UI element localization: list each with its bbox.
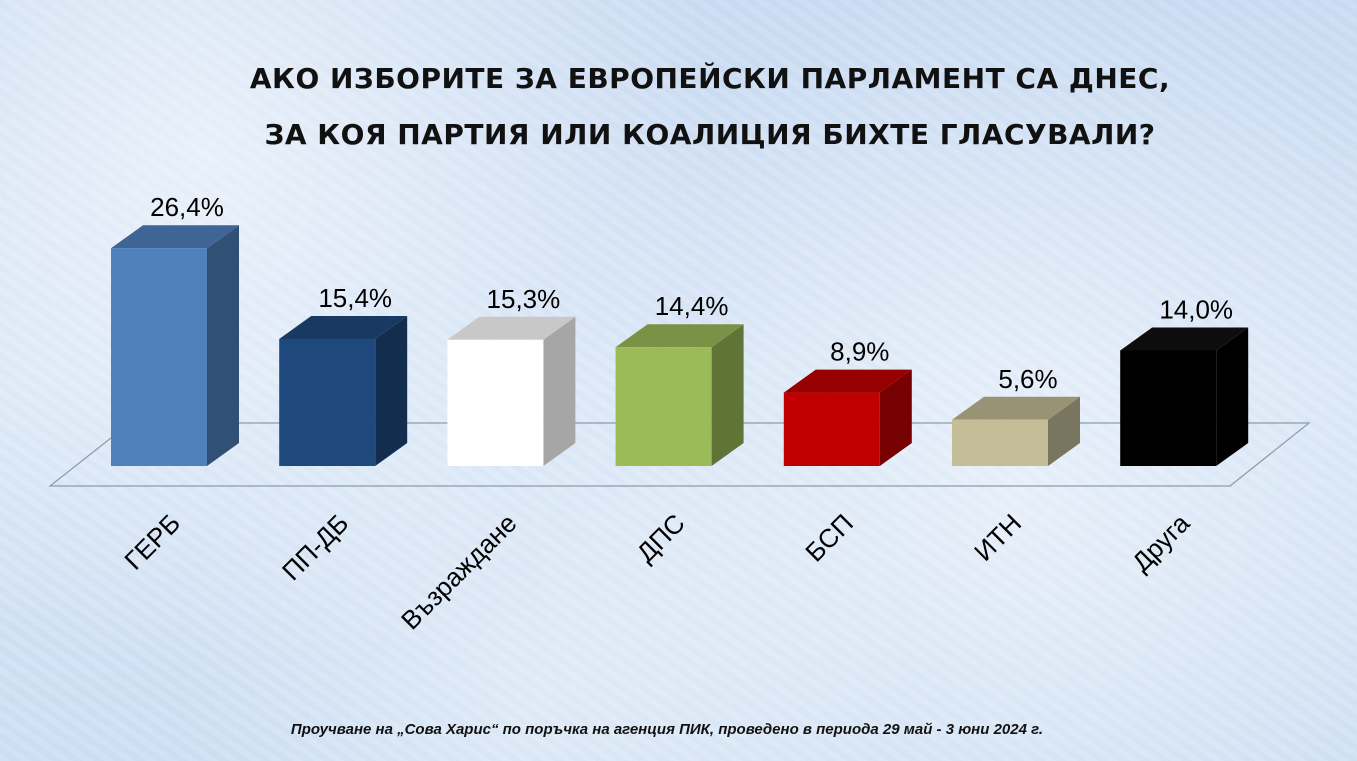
bar-top [783,369,912,393]
bar-side [879,369,912,466]
data-label: 15,3% [487,284,561,314]
data-label: 5,6% [998,364,1057,394]
value-labels-group: 26,4% 15,4% 15,3% 14,4% 8,9% 5,6% 14,0% [150,192,1233,394]
bar-side [1048,396,1080,466]
bar [615,324,744,466]
bar-front [447,339,544,466]
bar-front [615,347,712,466]
bar [1120,327,1249,466]
category-label: Възраждане [395,508,522,635]
data-label: 14,4% [655,291,729,321]
data-label: 26,4% [150,192,224,222]
category-label: Друга [1126,508,1196,578]
bars-group [111,225,1249,466]
bar-top [1120,327,1249,351]
category-label: ГЕРБ [118,508,186,576]
bar-front [111,248,207,466]
bar [783,369,912,466]
bar-side [711,324,744,466]
chart-title-line-1: АКО ИЗБОРИТЕ ЗА ЕВРОПЕЙСКИ ПАРЛАМЕНТ СА … [249,62,1171,95]
category-labels-group: ГЕРБ ПП-ДБ Възраждане ДПС БСП ИТН Друга [118,508,1195,636]
bar-top [111,225,239,249]
bar-top [952,396,1080,420]
bar-side [207,225,239,466]
bar-front [1120,350,1217,466]
bar-side [375,315,408,466]
bar [952,396,1080,466]
bar-front [279,338,376,466]
category-label: ИТН [968,508,1027,567]
category-label: ПП-ДБ [276,508,354,586]
bar [111,225,239,466]
bar-side [543,316,576,466]
bar-top [447,316,576,340]
bar [447,316,576,466]
bar-front [783,392,880,466]
bar-top [615,324,744,348]
bar-front [952,419,1048,466]
source-footnote: Проучване на „Сова Харис“ по поръчка на … [290,721,1044,738]
data-label: 15,4% [318,283,392,313]
data-label: 8,9% [830,337,889,367]
category-label: БСП [799,508,859,568]
bar [279,315,408,466]
chart-floor [48,422,1311,487]
chart-title-line-2: ЗА КОЯ ПАРТИЯ ИЛИ КОАЛИЦИЯ БИХТЕ ГЛАСУВА… [264,118,1156,151]
bar-top [279,315,408,339]
category-label: ДПС [631,508,691,568]
bar-side [1216,327,1249,466]
data-label: 14,0% [1159,295,1233,325]
